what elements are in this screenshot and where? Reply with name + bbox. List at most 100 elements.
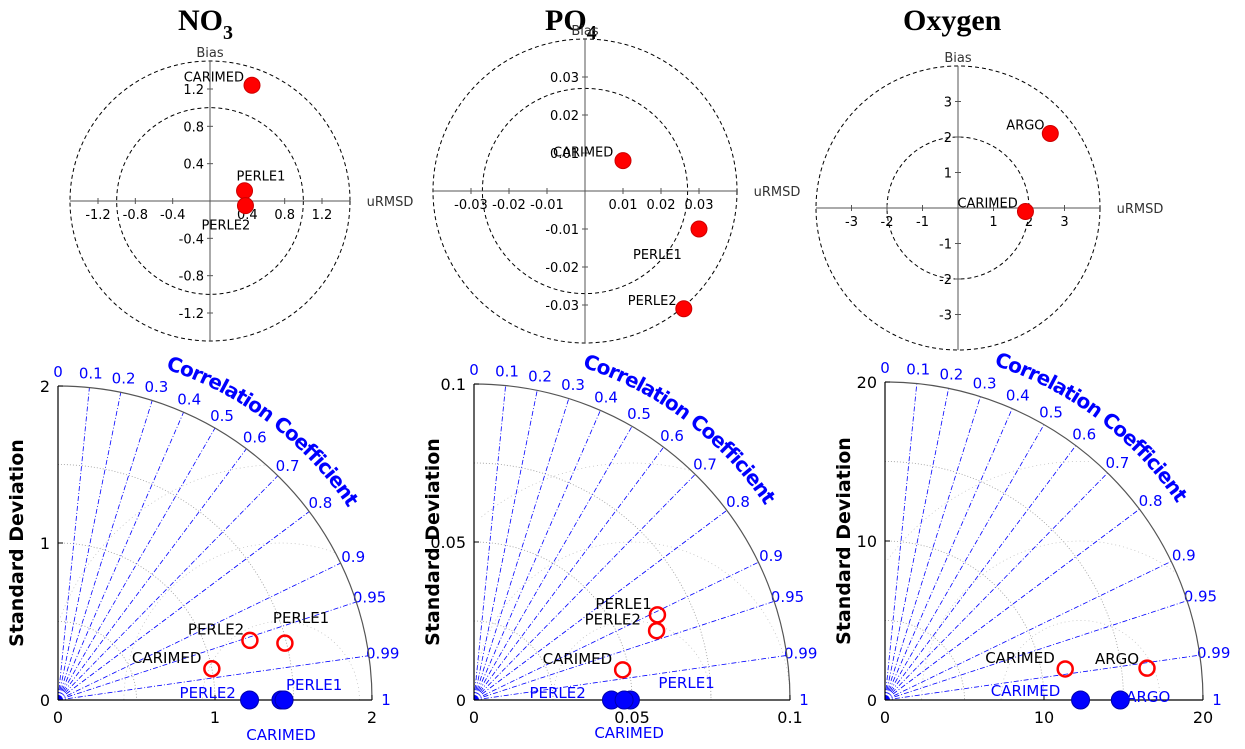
correlation-tick-label: 0.3 — [561, 376, 585, 394]
data-point-carimed — [243, 76, 261, 94]
correlation-ray — [884, 445, 1077, 701]
rms-arc — [473, 541, 791, 701]
x-tick-label: 3 — [1060, 215, 1068, 230]
reference-point-carimed — [274, 690, 294, 710]
y-tick-label: 0 — [456, 691, 466, 710]
y-tick-label: 0.05 — [430, 533, 466, 552]
reference-label-perle2: PERLE2 — [529, 684, 585, 702]
x-tick-label: 1 — [210, 708, 220, 727]
data-point-perle1 — [236, 182, 254, 200]
y-tick-label: 0.4 — [183, 158, 204, 173]
data-point-perle1 — [690, 220, 708, 238]
correlation-tick-label: 0.5 — [627, 405, 651, 423]
x-tick-label: -0.02 — [492, 198, 526, 213]
correlation-ray — [473, 446, 664, 701]
x-tick-label: 2 — [367, 708, 377, 727]
reference-label-perle1: PERLE1 — [286, 676, 342, 694]
correlation-tick-label: 0.2 — [939, 366, 963, 384]
y-tick-label: 1.2 — [183, 83, 204, 98]
correlation-ray — [57, 412, 184, 701]
y-tick-label: 1 — [40, 534, 50, 553]
taylor-diagram-oxygen: 0 0.1 0.2 0.30.40.50.60.70.80.90.950.991001… — [833, 347, 1230, 727]
y-tick-label: 0.03 — [550, 71, 579, 86]
correlation-tick-label: 0.4 — [1006, 387, 1030, 405]
correlation-ray — [57, 601, 357, 701]
y-tick-label: 0.01 — [550, 147, 579, 162]
panel-title-no3: NO3 — [178, 4, 233, 44]
y-tick-label: 0.8 — [183, 120, 204, 135]
correlation-tick-label: 0.5 — [1039, 403, 1063, 421]
panel-title-main: Oxygen — [903, 4, 1002, 37]
data-label-perle1: PERLE1 — [237, 170, 286, 185]
x-tick-label: 0.8 — [274, 208, 295, 223]
x-tick-label: 1 — [989, 215, 997, 230]
y-tick-label: 2 — [40, 377, 50, 396]
correlation-ray — [57, 400, 153, 701]
model-label-carimed: CARIMED — [543, 650, 613, 668]
correlation-tick-label: 0.95 — [771, 588, 804, 606]
correlation-ray — [884, 388, 949, 701]
x-tick-label: 2 — [1025, 215, 1033, 230]
y-tick-label: -2 — [939, 273, 952, 288]
correlation-tick-label: 0.8 — [1139, 492, 1163, 510]
correlation-tick-label: 0.7 — [276, 457, 300, 475]
correlation-tick-label: 0.5 — [210, 407, 234, 425]
correlation-ray — [884, 408, 1013, 701]
correlation-ray — [473, 510, 728, 701]
correlation-tick-label: 0.95 — [353, 589, 386, 607]
x-tick-label: -0.4 — [160, 208, 185, 223]
reference-point-argo — [1110, 690, 1130, 710]
y-tick-label: -3 — [939, 309, 952, 324]
correlation-tick-label: 0.9 — [341, 548, 365, 566]
x-tick-label: 0.03 — [685, 198, 714, 213]
correlation-tick-label: 0.95 — [1184, 587, 1217, 605]
x-tick-label: 0 — [469, 708, 479, 727]
correlation-tick-label: 0.1 — [495, 363, 519, 381]
correlation-ray — [57, 448, 247, 701]
correlation-ray — [473, 385, 506, 701]
data-label-carimed: CARIMED — [957, 197, 1017, 212]
reference-label-carimed: CARIMED — [991, 682, 1061, 700]
correlation-tick-label: 1 — [381, 691, 391, 709]
x-tick-label: 0.02 — [647, 198, 676, 213]
correlation-tick-label: 1 — [1212, 691, 1222, 709]
data-point-carimed — [1016, 203, 1034, 221]
model-point-perle2 — [241, 631, 259, 650]
target-diagram-no3: -1.2 -0.8 -0.4 0.4 0.8 1.21.20.80.4-0.4-0.8-1… — [69, 46, 414, 342]
y-tick-label: 0 — [40, 691, 50, 710]
y-tick-label: 2 — [944, 131, 952, 146]
x-tick-label: 0.05 — [614, 708, 650, 727]
x-tick-label: -3 — [845, 215, 858, 230]
correlation-ray — [884, 472, 1108, 701]
correlation-tick-label: 0.6 — [243, 429, 267, 447]
correlation-ray — [473, 398, 570, 701]
y-tick-label: -0.8 — [179, 270, 204, 285]
correlation-ray — [473, 410, 601, 701]
target-diagram-oxygen: -3 -2 -1 1 2 3 3 2 1 -1 -2 -3 Bias uRMSD ARGO CARIMED — [815, 51, 1164, 351]
outer-arc — [57, 385, 373, 701]
y-axis-title: Standard Deviation — [833, 437, 855, 645]
reference-label-argo: ARGO — [1126, 688, 1170, 706]
y-tick-label: -0.4 — [179, 232, 204, 247]
taylor-diagram-po4: 0 0.1 0.2 0.30.40.50.60.70.80.90.950.991000… — [422, 349, 817, 742]
y-tick-label: 0.1 — [441, 375, 466, 394]
data-label-carimed: CARIMED — [184, 70, 244, 85]
correlation-tick-label: 0.7 — [1105, 454, 1129, 472]
x-tick-label: 0.1 — [777, 708, 802, 727]
x-axis-label: uRMSD — [367, 195, 414, 210]
correlation-tick-label: 0.99 — [366, 645, 399, 663]
data-point-carimed — [614, 152, 632, 170]
rms-arc — [921, 540, 1175, 701]
y-tick-label: -1 — [939, 238, 952, 253]
y-tick-label: -0.01 — [545, 223, 579, 238]
data-label-perle2: PERLE2 — [628, 294, 677, 309]
x-tick-label: 10 — [1034, 708, 1054, 727]
y-tick-label: -0.02 — [545, 261, 579, 276]
correlation-tick-label: 0.99 — [1197, 644, 1230, 662]
correlation-tick-label: 0.9 — [759, 547, 783, 565]
correlation-tick-label: 0.6 — [1072, 425, 1096, 443]
x-axis-label: uRMSD — [1117, 202, 1164, 217]
data-point-argo — [1041, 124, 1059, 142]
correlation-ray — [473, 426, 633, 701]
model-point-perle2 — [647, 621, 666, 640]
